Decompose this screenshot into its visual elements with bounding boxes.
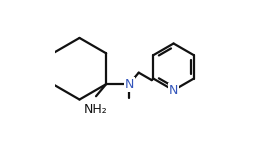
Text: N: N xyxy=(124,78,134,91)
Text: N: N xyxy=(169,84,178,97)
Text: NH₂: NH₂ xyxy=(83,103,107,116)
